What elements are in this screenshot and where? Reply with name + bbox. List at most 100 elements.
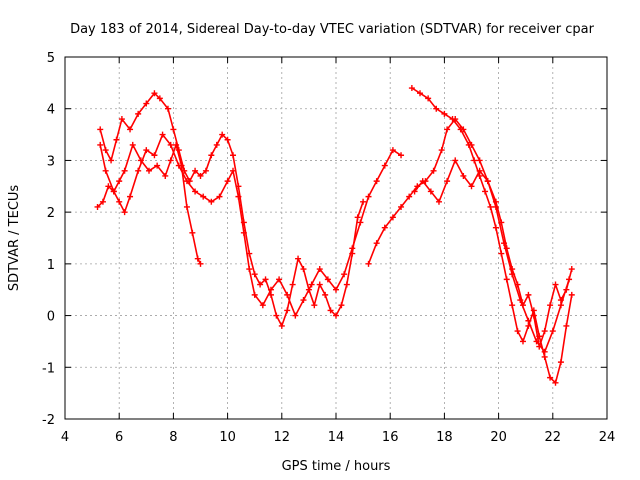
y-tick-label: -1 [42,361,55,376]
data-point [94,203,101,210]
data-point [547,374,554,381]
series-track-4 [408,85,575,386]
series-trace [413,159,570,353]
data-point [503,276,510,283]
data-point [170,126,177,133]
data-point [533,338,540,345]
data-point [127,126,134,133]
data-point [189,229,196,236]
data-point [178,162,185,169]
data-point [167,141,174,148]
data-point [151,90,158,97]
data-point [97,141,104,148]
data-point [289,281,296,288]
data-point [262,276,269,283]
data-point [389,214,396,221]
data-point [308,281,315,288]
data-point [365,260,372,267]
data-point [541,328,548,335]
data-point [549,328,556,335]
data-point [202,167,209,174]
series-trace [96,144,202,265]
data-point [552,379,559,386]
data-point [121,167,128,174]
data-point [259,302,266,309]
data-point [365,193,372,200]
data-point [482,188,489,195]
data-point [557,302,564,309]
data-point [438,147,445,154]
data-point [316,266,323,273]
data-point [530,312,537,319]
data-point [381,162,388,169]
data-point [519,338,526,345]
series-trace [99,92,364,327]
data-point [224,136,231,143]
data-point [349,245,356,252]
data-point [357,219,364,226]
data-point [492,224,499,231]
data-point [197,260,204,267]
data-point [300,266,307,273]
data-point [408,85,415,92]
y-tick-label: 1 [47,258,55,273]
data-point [476,157,483,164]
data-point [427,188,434,195]
data-point [468,183,475,190]
data-point [135,110,142,117]
data-point [557,359,564,366]
data-point [99,198,106,205]
x-tick-label: 4 [61,430,69,445]
data-point [102,147,109,154]
data-point [338,302,345,309]
data-point [509,271,516,278]
data-point [192,167,199,174]
data-point [224,178,231,185]
series-trace [411,87,573,384]
data-point [108,157,115,164]
data-point [398,203,405,210]
data-point [208,152,215,159]
data-point [216,193,223,200]
data-point [509,302,516,309]
data-point [278,322,285,329]
data-point [110,188,117,195]
data-point [484,178,491,185]
data-point [167,157,174,164]
x-tick-label: 16 [382,430,399,445]
series-track-6 [411,157,573,355]
data-point [162,172,169,179]
data-point [197,172,204,179]
data-point [444,178,451,185]
data-point [311,302,318,309]
data-point [137,157,144,164]
data-point [568,266,575,273]
data-point [452,157,459,164]
x-tick-label: 10 [219,430,236,445]
data-point [295,255,302,262]
data-point [333,286,339,293]
x-tick-label: 14 [328,430,345,445]
data-point [267,286,274,293]
data-point [425,95,432,102]
data-point [322,291,329,298]
data-point [468,141,475,148]
data-point [121,209,128,216]
data-point [460,172,467,179]
data-point [343,281,350,288]
data-point [146,167,153,174]
data-point [525,291,532,298]
data-point [476,167,483,174]
data-point [156,95,163,102]
x-tick-label: 8 [169,430,177,445]
data-point [213,141,220,148]
data-point [452,116,459,123]
data-point [135,167,142,174]
data-point [492,203,499,210]
data-point [154,162,161,169]
data-point [381,224,388,231]
series-track-3 [94,141,204,267]
y-tick-label: -2 [42,413,55,428]
